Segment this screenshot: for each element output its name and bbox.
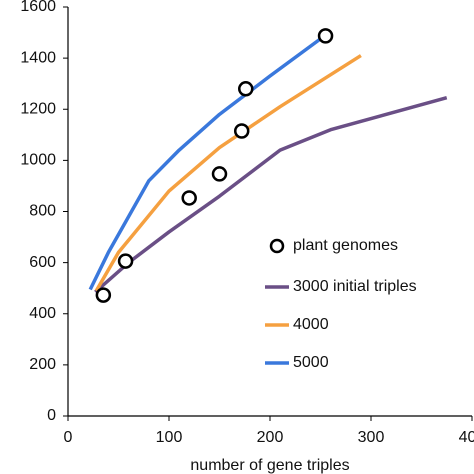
y-tick-label: 600: [29, 254, 56, 271]
data-point: [95, 287, 112, 303]
x-tick-label: 0: [64, 429, 73, 446]
y-tick-label: 200: [29, 356, 56, 373]
series-line: [88, 33, 327, 291]
y-tick-label: 1600: [20, 0, 56, 15]
data-point: [233, 123, 250, 139]
y-tick-label: 800: [29, 203, 56, 220]
x-tick-label: 200: [257, 429, 284, 446]
data-point: [238, 81, 254, 97]
legend-swatch: [269, 238, 285, 254]
series-line: [94, 96, 448, 294]
data-point: [181, 190, 197, 206]
y-tick-label: 0: [47, 407, 56, 424]
legend-label: plant genomes: [293, 237, 398, 254]
data-point: [211, 166, 228, 182]
data-point: [117, 253, 134, 269]
y-tick-label: 1000: [20, 152, 56, 169]
x-axis-label: number of gene triples: [190, 457, 349, 474]
y-tick-label: 1200: [20, 100, 56, 117]
legend-label: 5000: [293, 354, 329, 371]
x-tick-label: 100: [156, 429, 183, 446]
x-tick-label: 300: [358, 429, 385, 446]
y-tick-label: 1400: [20, 49, 56, 66]
series-line: [94, 54, 362, 292]
x-tick-label: 400: [459, 429, 474, 446]
y-tick-label: 400: [29, 305, 56, 322]
data-point: [317, 28, 334, 44]
legend-label: 3000 initial triples: [293, 278, 417, 295]
legend-label: 4000: [293, 316, 329, 333]
